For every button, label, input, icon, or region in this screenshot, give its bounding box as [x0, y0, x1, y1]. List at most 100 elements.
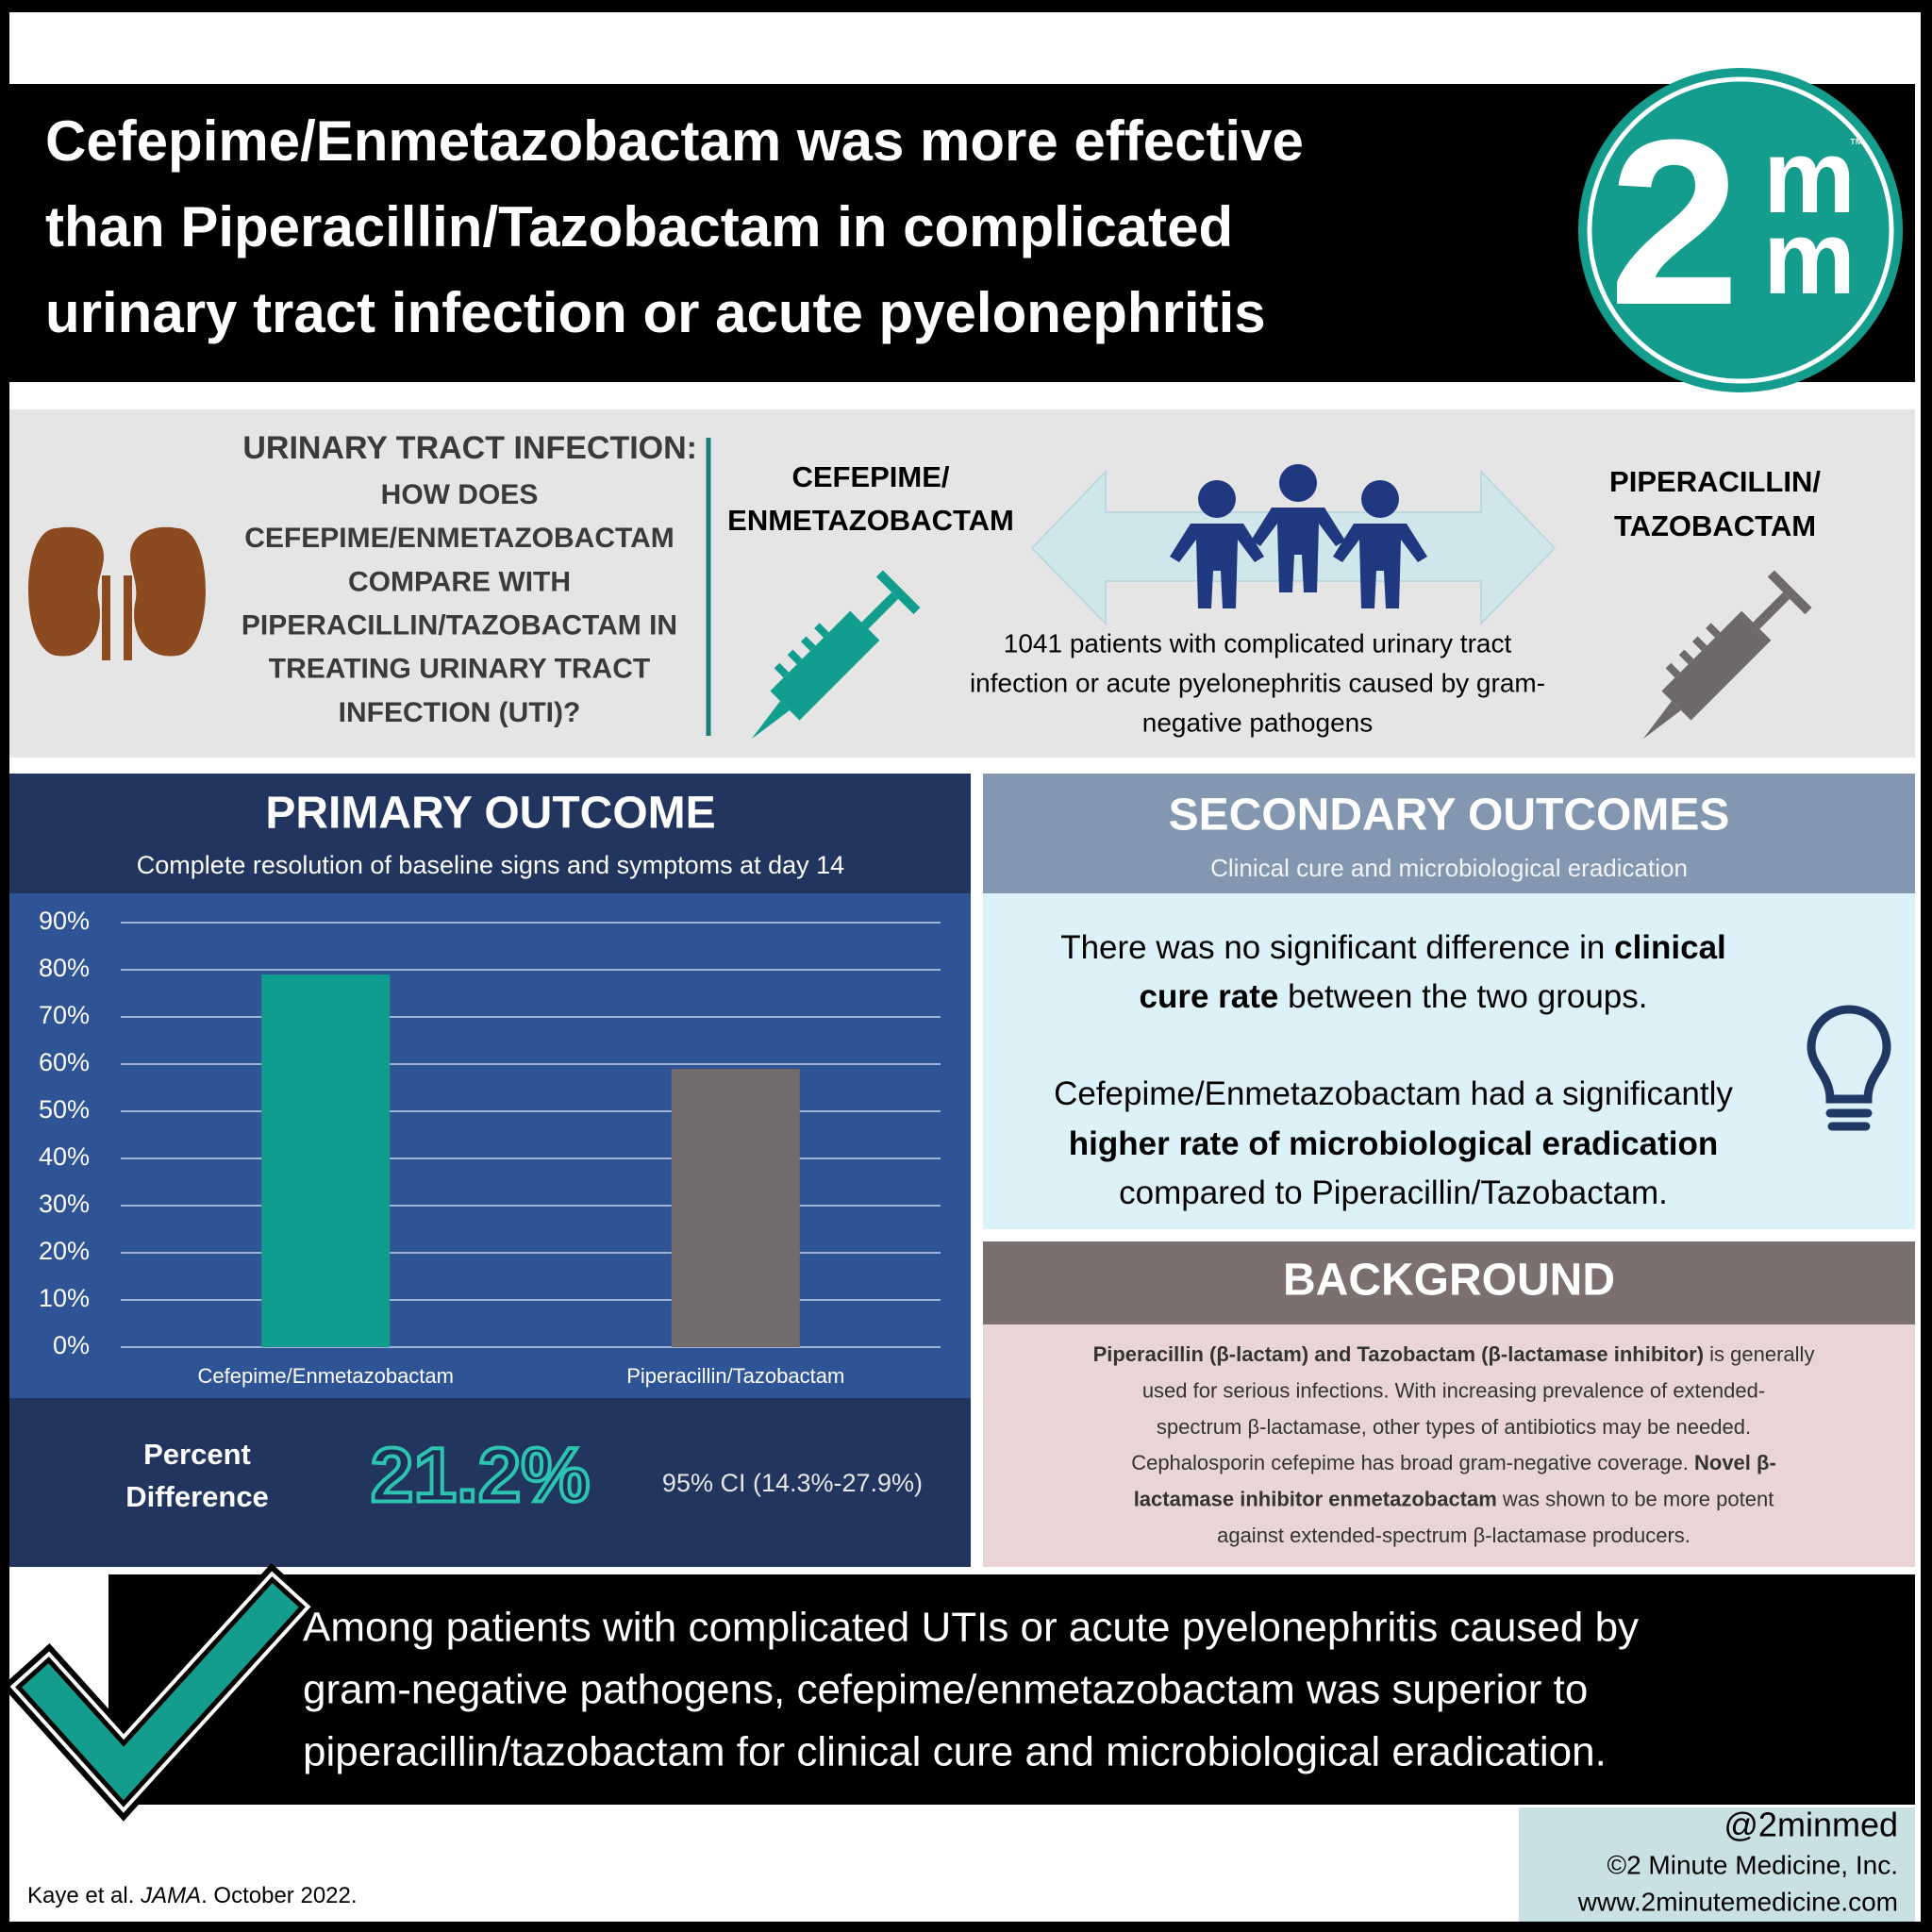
bar — [671, 1069, 800, 1347]
secondary-text: There was no significant difference in c… — [1060, 929, 1726, 966]
background-text: used for serious infections. With increa… — [1142, 1378, 1765, 1402]
secondary-text: Cefepime/Enmetazobactam had a significan… — [1054, 1075, 1733, 1112]
background-header — [983, 1241, 1915, 1324]
logo-ring — [1587, 76, 1894, 384]
y-tick-label: 0% — [53, 1331, 90, 1359]
y-tick-label: 40% — [39, 1142, 90, 1171]
confidence-interval: 95% CI (14.3%-27.9%) — [662, 1469, 923, 1497]
bar — [261, 974, 391, 1347]
population-text: infection or acute pyelonephritis caused… — [970, 668, 1545, 697]
question-heading: URINARY TRACT INFECTION: — [242, 430, 697, 466]
text-run: Cephalosporin cefepime has broad gram-ne… — [1131, 1451, 1694, 1474]
question-line: TREATING URINARY TRACT — [269, 654, 650, 685]
logo-circle — [1578, 68, 1903, 392]
text-run: JAMA — [140, 1883, 201, 1908]
arm-label: PIPERACILLIN/ — [1609, 465, 1821, 498]
background-body — [983, 1324, 1915, 1567]
secondary-body — [983, 893, 1915, 1229]
secondary-text: compared to Piperacillin/Tazobactam. — [1119, 1174, 1668, 1211]
arm-label: CEFEPIME/ — [791, 460, 949, 493]
text-run: is generally — [1704, 1342, 1814, 1366]
text-run: Kaye et al. — [27, 1883, 141, 1908]
logo-text: 2 — [1608, 91, 1740, 354]
footer-handle: @2minmed — [1724, 1806, 1898, 1844]
text-run: . October 2022. — [201, 1883, 357, 1908]
panel-subtitle: Clinical cure and microbiological eradic… — [1210, 854, 1688, 882]
title: Cefepime/Enmetazobactam was more effecti… — [45, 109, 1304, 173]
difference-value: 21.2% — [371, 1433, 591, 1519]
text-run: cure rate — [1140, 978, 1279, 1015]
y-tick-label: 30% — [39, 1190, 90, 1218]
logo-text: m — [1763, 119, 1856, 235]
y-tick-label: 70% — [39, 1001, 90, 1029]
text-run: was shown to be more potent — [1497, 1487, 1774, 1510]
question-line: HOW DOES — [381, 479, 539, 510]
text-run: between the two groups. — [1278, 978, 1647, 1015]
arm-label: TAZOBACTAM — [1614, 509, 1816, 542]
conclusion-band — [108, 1574, 1915, 1805]
population-text: 1041 patients with complicated urinary t… — [1004, 628, 1512, 658]
text-run: used for serious infections. With increa… — [1142, 1378, 1765, 1402]
question-line: CEFEPIME/ENMETAZOBACTAM — [244, 523, 675, 554]
text-run: spectrum β-lactamase, other types of ant… — [1157, 1415, 1751, 1439]
footer-box — [1519, 1807, 1915, 1922]
background-text: Cephalosporin cefepime has broad gram-ne… — [1131, 1451, 1776, 1474]
panel-title: PRIMARY OUTCOME — [265, 789, 715, 839]
panel-subtitle: Complete resolution of baseline signs an… — [137, 851, 844, 879]
y-tick-label: 50% — [39, 1095, 90, 1124]
difference-label: Difference — [125, 1480, 269, 1513]
x-tick-label: Cefepime/Enmetazobactam — [198, 1364, 454, 1388]
logo-text: m — [1763, 200, 1856, 316]
y-tick-label: 10% — [39, 1284, 90, 1312]
secondary-text: cure rate between the two groups. — [1140, 978, 1648, 1015]
text-run: Piperacillin (β-lactam) and Tazobactam (… — [1093, 1342, 1704, 1366]
secondary-text: higher rate of microbiological eradicati… — [1069, 1125, 1718, 1162]
citation: Kaye et al. JAMA. October 2022. — [27, 1883, 358, 1908]
question-line: PIPERACILLIN/TAZOBACTAM IN — [242, 610, 677, 641]
y-tick-label: 80% — [39, 954, 90, 982]
syringe-icon — [1642, 570, 1812, 740]
arm-label: ENMETAZOBACTAM — [727, 504, 1014, 537]
chart-area — [9, 893, 971, 1398]
text-run: Novel β- — [1694, 1451, 1776, 1474]
background-text: Piperacillin (β-lactam) and Tazobactam (… — [1093, 1342, 1815, 1366]
title: than Piperacillin/Tazobactam in complica… — [45, 195, 1233, 258]
x-tick-label: Piperacillin/Tazobactam — [626, 1364, 844, 1388]
y-tick-label: 90% — [39, 907, 90, 935]
difference-label: Percent — [143, 1438, 251, 1471]
syringe-icon — [751, 570, 921, 740]
footer-copyright: ©2 Minute Medicine, Inc. — [1607, 1850, 1898, 1879]
conclusion-text: Among patients with complicated UTIs or … — [303, 1605, 1639, 1651]
background-text: spectrum β-lactamase, other types of ant… — [1157, 1415, 1751, 1439]
conclusion-text: gram-negative pathogens, cefepime/enmeta… — [303, 1667, 1588, 1713]
text-run: Cefepime/Enmetazobactam had a significan… — [1054, 1075, 1733, 1112]
people-icon — [1170, 464, 1427, 608]
intro-section — [9, 409, 1915, 758]
text-run: against extended-spectrum β-lactamase pr… — [1217, 1524, 1690, 1547]
primary-header — [9, 774, 971, 893]
background-text: against extended-spectrum β-lactamase pr… — [1217, 1524, 1690, 1547]
text-run: There was no significant difference in — [1060, 929, 1614, 966]
secondary-header — [983, 774, 1915, 893]
panel-title: BACKGROUND — [1283, 1256, 1615, 1306]
title: urinary tract infection or acute pyelone… — [45, 281, 1266, 344]
text-run: lactamase inhibitor enmetazobactam — [1134, 1487, 1497, 1510]
conclusion-text: piperacillin/tazobactam for clinical cur… — [303, 1729, 1607, 1775]
text-run: clinical — [1614, 929, 1726, 966]
background-text: lactamase inhibitor enmetazobactam was s… — [1134, 1487, 1774, 1510]
checkmark-icon — [1, 1562, 320, 1822]
lightbulb-icon — [1807, 1005, 1891, 1131]
panel-title: SECONDARY OUTCOMES — [1169, 791, 1730, 841]
population-text: negative pathogens — [1142, 708, 1373, 737]
primary-footer — [9, 1398, 971, 1567]
kidney-icon — [28, 526, 206, 660]
text-run: higher rate of microbiological eradicati… — [1069, 1125, 1718, 1162]
y-tick-label: 60% — [39, 1048, 90, 1076]
footer-website: www.2minutemedicine.com — [1577, 1887, 1898, 1916]
logo-text: ™ — [1849, 137, 1864, 153]
question-line: INFECTION (UTI)? — [339, 697, 581, 728]
y-tick-label: 20% — [39, 1237, 90, 1265]
question-line: COMPARE WITH — [348, 566, 571, 597]
